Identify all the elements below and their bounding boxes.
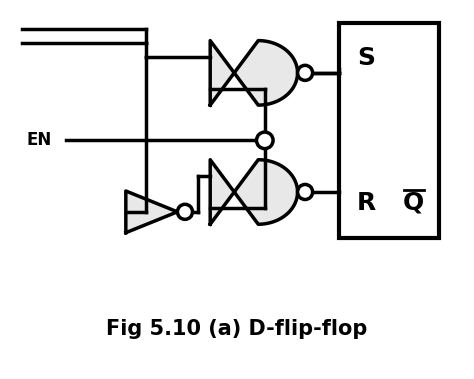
Text: Fig 5.10 (a) D-flip-flop: Fig 5.10 (a) D-flip-flop xyxy=(106,319,368,339)
Circle shape xyxy=(298,185,313,199)
Polygon shape xyxy=(126,191,177,233)
Text: Q: Q xyxy=(403,191,424,215)
Circle shape xyxy=(256,132,273,149)
Text: R: R xyxy=(357,191,376,215)
Bar xyxy=(339,23,438,238)
Polygon shape xyxy=(210,160,298,224)
Text: EN: EN xyxy=(27,132,52,149)
Circle shape xyxy=(177,204,192,219)
Text: S: S xyxy=(357,46,375,70)
Polygon shape xyxy=(210,41,298,105)
Circle shape xyxy=(298,65,313,80)
